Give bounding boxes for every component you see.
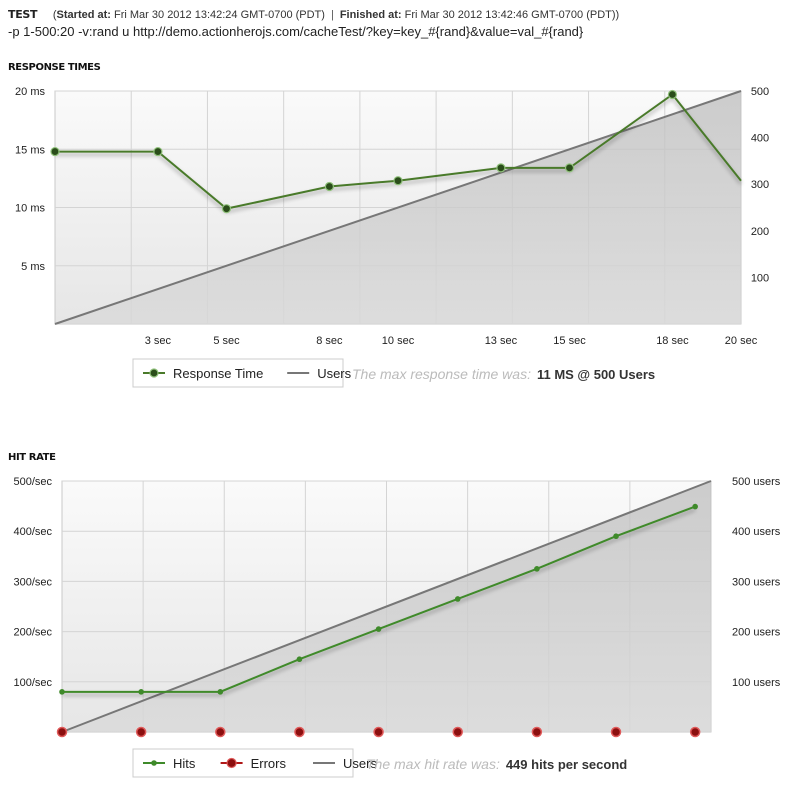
errors-point — [531, 726, 543, 738]
hits-legend-marker — [151, 760, 157, 766]
hits-y-left-tick: 500/sec — [13, 476, 52, 488]
hits-point — [613, 533, 619, 540]
started-value: Fri Mar 30 2012 13:42:24 GMT-0700 (PDT) — [114, 9, 325, 21]
hits-y-left-tick: 400/sec — [13, 526, 52, 538]
hits-y-left-tick: 100/sec — [13, 677, 52, 689]
response-time-point — [393, 176, 403, 186]
separator: | — [330, 9, 334, 21]
errors-point — [373, 726, 384, 738]
response-x-tick: 20 sec — [725, 335, 758, 347]
response-time-point — [324, 181, 334, 192]
hits-y-left-tick: 200/sec — [13, 627, 52, 639]
response-time-legend-marker — [149, 368, 159, 378]
response-y-left-tick: 5 ms — [21, 261, 45, 273]
hits-y-right-tick: 300 users — [732, 576, 781, 588]
hits-max-note: The max hit rate was: 449 hits per second — [366, 756, 627, 772]
hits-point — [534, 566, 540, 572]
test-header: TEST (Started at: Fri Mar 30 2012 13:42:… — [8, 6, 798, 21]
run-times: (Started at: Fri Mar 30 2012 13:42:24 GM… — [52, 9, 620, 21]
hits-y-right-tick: 400 users — [732, 526, 781, 538]
hits-max-note-value: 449 hits per second — [506, 757, 627, 772]
errors-point — [215, 726, 226, 738]
response-y-left-tick: 15 ms — [15, 144, 45, 156]
response-max-note: The max response time was: 11 MS @ 500 Us… — [352, 366, 655, 382]
response-x-tick: 3 sec — [145, 335, 172, 347]
finished-value: Fri Mar 30 2012 13:42:46 GMT-0700 (PDT) — [404, 9, 616, 21]
errors-point — [689, 726, 701, 738]
response-times-chart: 5 ms 10 ms 15 ms 20 ms 100 200 300 400 500 3 sec 5… — [15, 86, 769, 388]
hits-point — [454, 596, 461, 602]
hits-legend-label: Hits — [173, 756, 196, 771]
users-line — [54, 90, 742, 325]
test-label: TEST — [8, 8, 38, 21]
response-time-point — [496, 163, 506, 173]
hits-point — [296, 656, 303, 663]
response-y-right-tick: 500 — [751, 86, 769, 98]
hits-y-right-tick: 100 users — [732, 677, 781, 689]
response-x-tick: 18 sec — [656, 335, 689, 347]
response-time-point — [221, 204, 232, 214]
response-x-tick: 15 sec — [553, 335, 586, 347]
response-y-right-tick: 300 — [751, 179, 769, 191]
errors-point — [294, 726, 305, 738]
hits-max-note-prefix: The max hit rate was: — [366, 756, 500, 772]
started-label: Started at: — [56, 9, 111, 21]
errors-point — [452, 726, 463, 738]
response-y-left-tick: 10 ms — [15, 203, 45, 215]
users-line — [61, 480, 712, 733]
hits-y-left-tick: 300/sec — [13, 576, 52, 588]
hits-point — [217, 689, 224, 695]
response-time-point — [153, 146, 163, 157]
response-y-right-tick: 200 — [751, 226, 769, 238]
response-x-tick: 5 sec — [213, 335, 240, 347]
users-legend-label: Users — [343, 756, 377, 771]
errors-point — [610, 726, 622, 738]
response-max-note-prefix: The max response time was: — [352, 366, 531, 382]
response-x-tick: 8 sec — [316, 335, 343, 347]
errors-point — [135, 726, 147, 738]
hits-y-right-tick: 500 users — [732, 476, 781, 488]
response-time-point — [564, 163, 575, 173]
hits-point — [692, 503, 698, 510]
users-legend-label: Users — [317, 366, 351, 381]
hits-point — [138, 689, 144, 695]
hits-legend: Hits Errors Users — [132, 748, 377, 778]
response-time-point — [50, 146, 60, 157]
errors-legend-marker — [226, 757, 237, 769]
response-y-right-tick: 100 — [751, 272, 769, 284]
response-y-right-tick: 400 — [751, 133, 769, 145]
response-times-title: RESPONSE TIMES — [8, 62, 101, 73]
response-y-left-tick: 20 ms — [15, 86, 45, 98]
response-x-tick: 13 sec — [485, 335, 518, 347]
hits-point — [59, 689, 65, 695]
errors-legend-label: Errors — [251, 756, 287, 771]
response-max-note-value: 11 MS @ 500 Users — [537, 367, 655, 382]
hits-y-right-tick: 200 users — [732, 627, 781, 639]
hit-rate-title: HIT RATE — [8, 452, 56, 463]
command-line: -p 1-500:20 -v:rand u http://demo.action… — [8, 24, 584, 39]
hits-point — [375, 626, 382, 632]
finished-label: Finished at: — [339, 9, 402, 21]
response-legend: Response Time Users — [132, 358, 352, 388]
hit-rate-chart: 100/sec 200/sec 300/sec 400/sec 500/sec 100 u… — [13, 476, 781, 778]
errors-point — [56, 726, 68, 738]
response-time-point — [667, 89, 678, 100]
response-x-tick: 10 sec — [382, 335, 415, 347]
response-time-legend-label: Response Time — [173, 366, 263, 381]
